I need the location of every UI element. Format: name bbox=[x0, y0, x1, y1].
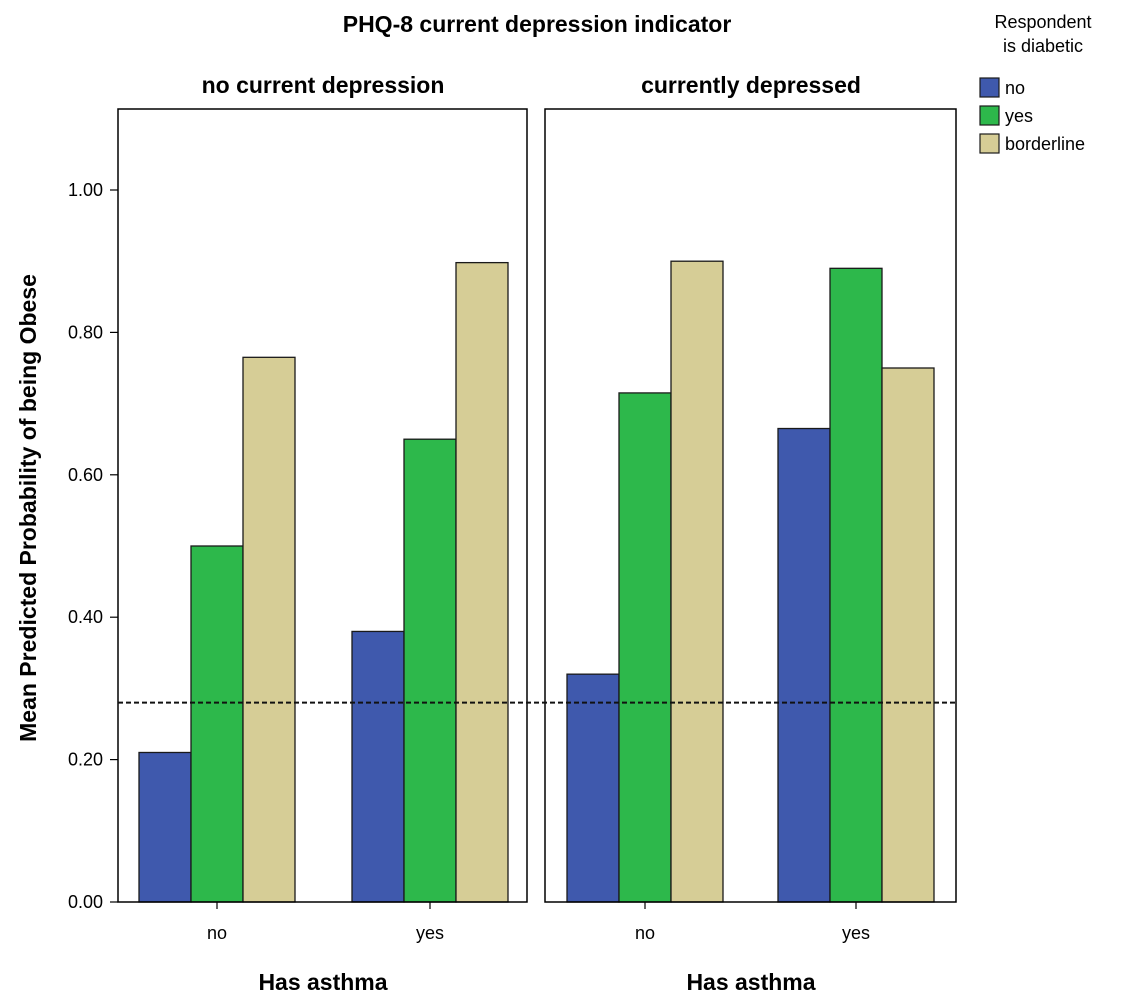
bar-panel2-yes-yes bbox=[829, 267, 883, 903]
y-tick-label-0.00: 0.00 bbox=[68, 892, 103, 912]
bar-panel1-yes-no bbox=[351, 630, 405, 903]
legend-title-line-2: is diabetic bbox=[1003, 36, 1083, 56]
y-tick-label-0.60: 0.60 bbox=[68, 465, 103, 485]
bar-panel1-yes-yes bbox=[403, 438, 457, 903]
legend-label-no: no bbox=[1005, 78, 1025, 98]
y-tick-label-1.00: 1.00 bbox=[68, 180, 103, 200]
x-tick-label-panel1-yes: yes bbox=[416, 923, 444, 943]
bar-panel2-yes-borderline bbox=[881, 367, 935, 903]
bar-panel1-yes-borderline bbox=[455, 261, 509, 903]
x-axis-label-panel-1: Has asthma bbox=[258, 969, 387, 995]
y-axis-label: Mean Predicted Probability of being Obes… bbox=[15, 274, 41, 742]
x-axis-label-panel-2: Has asthma bbox=[686, 969, 815, 995]
x-tick-label-panel1-no: no bbox=[207, 923, 227, 943]
bar-panel1-no-borderline bbox=[242, 356, 296, 903]
x-tick-label-panel2-yes: yes bbox=[842, 923, 870, 943]
y-tick-label-0.40: 0.40 bbox=[68, 607, 103, 627]
legend-label-yes: yes bbox=[1005, 106, 1033, 126]
panel-frame-1 bbox=[117, 108, 528, 903]
legend-swatch-no bbox=[979, 77, 1000, 98]
panel-label-2: currently depressed bbox=[641, 72, 861, 98]
bar-panel2-no-borderline bbox=[670, 260, 724, 903]
legend-swatch-borderline bbox=[979, 133, 1000, 154]
bar-panel2-yes-no bbox=[777, 427, 831, 903]
legend-swatch-yes bbox=[979, 105, 1000, 126]
bar-panel2-no-no bbox=[566, 673, 620, 903]
chart-title: PHQ-8 current depression indicator bbox=[343, 11, 732, 37]
bar-panel2-no-yes bbox=[618, 392, 672, 903]
bar-panel1-no-yes bbox=[190, 545, 244, 903]
y-tick-label-0.80: 0.80 bbox=[68, 322, 103, 342]
y-tick-label-0.20: 0.20 bbox=[68, 750, 103, 770]
bar-panel1-no-no bbox=[138, 751, 192, 903]
panel-label-1: no current depression bbox=[202, 72, 445, 98]
panel-frame-2 bbox=[544, 108, 957, 903]
x-tick-label-panel2-no: no bbox=[635, 923, 655, 943]
legend-title-line-1: Respondent bbox=[994, 12, 1091, 32]
legend-label-borderline: borderline bbox=[1005, 134, 1085, 154]
